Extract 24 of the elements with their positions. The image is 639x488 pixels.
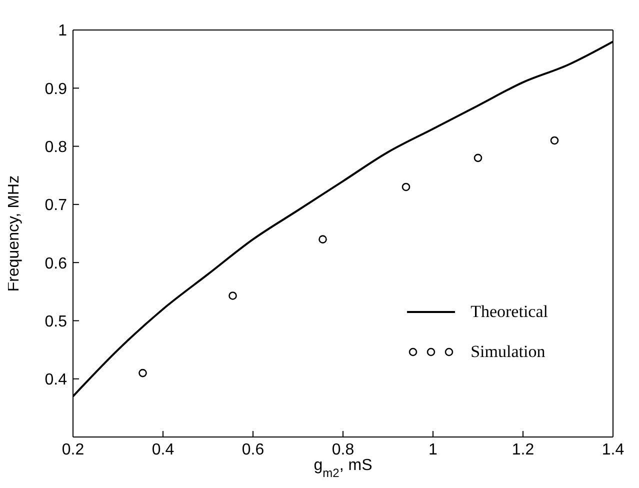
x-tick-label: 0.2 bbox=[62, 441, 84, 458]
legend-label: Simulation bbox=[470, 342, 546, 362]
legend-label: Theoretical bbox=[470, 302, 548, 322]
y-tick-label: 0.7 bbox=[44, 197, 68, 214]
x-tick-label: 0.8 bbox=[332, 441, 354, 458]
x-axis-title: g$_{m2}$, mS bbox=[314, 457, 372, 480]
x-tick-label: 1.4 bbox=[602, 441, 624, 458]
y-axis-title: Frequency, MHz bbox=[6, 175, 23, 292]
y-tick-label: 0.8 bbox=[44, 138, 68, 156]
x-tick-label: 1 bbox=[428, 441, 438, 458]
point bbox=[318, 235, 327, 244]
point bbox=[474, 154, 482, 162]
point bbox=[138, 368, 147, 378]
y-tick-label: 0.9 bbox=[44, 80, 68, 98]
y-tick-label: 1 bbox=[58, 22, 68, 40]
x-tick-label: 1.2 bbox=[512, 441, 534, 458]
point bbox=[228, 292, 237, 300]
x-tick-label: 0.6 bbox=[242, 441, 264, 458]
point bbox=[550, 136, 559, 145]
x-tick-label: 0.4 bbox=[152, 441, 174, 458]
point bbox=[402, 182, 410, 192]
y-tick-label: 0.6 bbox=[44, 255, 68, 272]
y-tick-label: 0.4 bbox=[44, 372, 68, 389]
y-tick-label: 0.5 bbox=[44, 313, 68, 330]
